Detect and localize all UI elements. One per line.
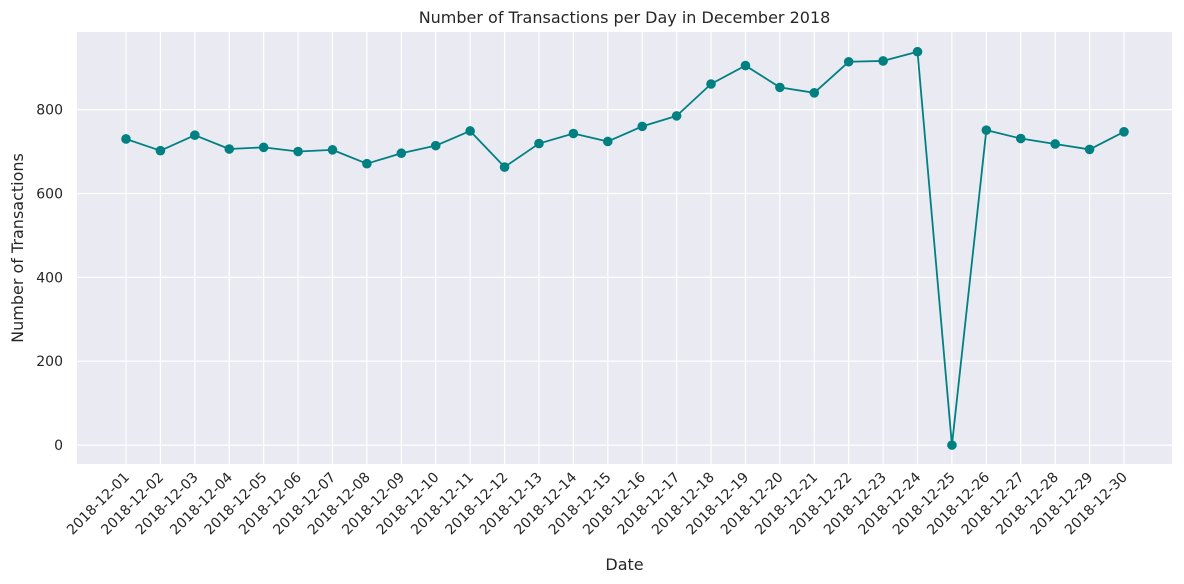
data-point <box>912 46 923 57</box>
x-axis-label: Date <box>605 555 643 574</box>
data-point <box>1084 144 1095 155</box>
y-tick-label: 200 <box>36 354 63 370</box>
data-point <box>396 148 407 159</box>
data-point <box>190 130 200 140</box>
data-point <box>1015 133 1026 144</box>
y-tick-label: 800 <box>36 103 63 119</box>
data-point <box>224 144 235 154</box>
series-layer <box>121 46 1129 450</box>
data-point <box>706 79 716 89</box>
data-point <box>430 140 441 151</box>
y-tick-label: 600 <box>36 186 63 202</box>
data-point <box>1050 139 1060 149</box>
plot-area <box>77 32 1172 464</box>
data-point <box>327 145 338 155</box>
y-tick-label: 400 <box>36 270 63 286</box>
data-point <box>121 134 131 144</box>
x-tick-labels: 2018-12-012018-12-022018-12-032018-12-04… <box>64 469 1131 538</box>
y-axis-label: Number of Transactions <box>8 153 27 343</box>
data-point <box>740 60 751 71</box>
data-point <box>843 56 854 67</box>
data-point <box>568 128 579 139</box>
data-point <box>293 146 303 157</box>
chart-title: Number of Transactions per Day in Decemb… <box>419 8 831 27</box>
data-point <box>981 125 992 135</box>
data-point <box>499 162 510 172</box>
y-tick-label: 0 <box>54 438 63 454</box>
data-point <box>809 88 820 98</box>
data-point <box>362 158 372 169</box>
data-point <box>637 121 648 132</box>
data-point <box>775 82 785 93</box>
data-point <box>258 142 269 153</box>
series-line <box>125 50 1125 447</box>
data-point <box>947 440 957 450</box>
data-point <box>671 111 682 121</box>
y-tick-labels: 0 200 400 600 800 <box>36 103 63 455</box>
data-point <box>1119 127 1129 137</box>
data-point <box>878 56 888 66</box>
data-point <box>602 136 613 147</box>
data-point <box>465 126 475 136</box>
data-point <box>155 145 166 156</box>
data-point <box>534 138 544 149</box>
grid-lines <box>77 32 1172 464</box>
